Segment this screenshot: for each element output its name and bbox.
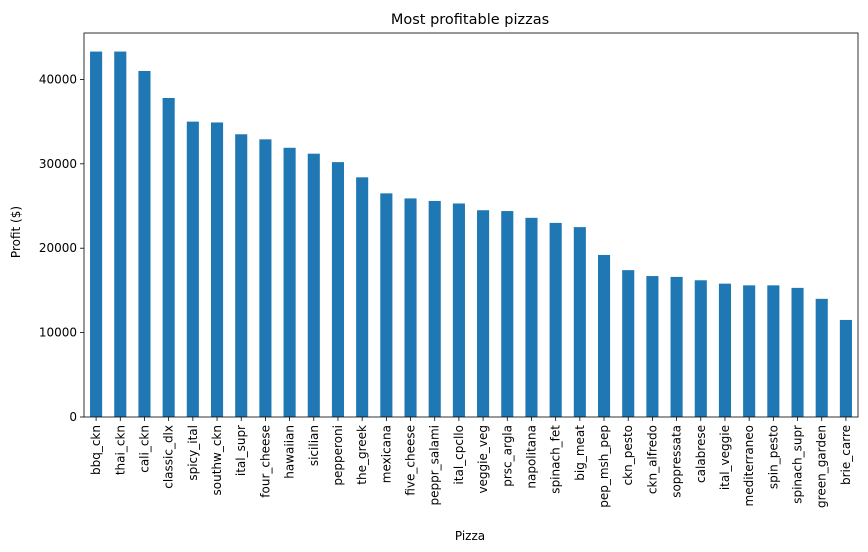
x-tick-label: brie_carre bbox=[839, 425, 853, 485]
x-tick-label: ckn_alfredo bbox=[645, 425, 659, 494]
bar-spin_pesto bbox=[767, 285, 780, 417]
x-tick-label: pep_msh_pep bbox=[597, 425, 611, 508]
x-tick-label: peppr_salami bbox=[428, 425, 442, 505]
bar-mexicana bbox=[380, 193, 393, 417]
bar-ckn_pesto bbox=[622, 270, 635, 417]
x-tick-label: spin_pesto bbox=[766, 425, 780, 489]
bar-brie_carre bbox=[839, 319, 852, 417]
x-axis-label: Pizza bbox=[455, 529, 485, 543]
bar-soppressata bbox=[670, 276, 683, 417]
x-tick-label: mexicana bbox=[379, 425, 393, 483]
y-tick-label: 40000 bbox=[39, 72, 77, 86]
x-tick-label: prsc_argla bbox=[500, 425, 514, 487]
x-tick-label: sicilian bbox=[307, 425, 321, 466]
x-tick-label: napolitana bbox=[524, 425, 538, 489]
bar-classic_dlx bbox=[162, 97, 175, 417]
bar-green_garden bbox=[815, 298, 828, 417]
x-tick-label: calabrese bbox=[694, 425, 708, 483]
x-tick-label: veggie_veg bbox=[476, 425, 490, 494]
bar-pepperoni bbox=[331, 162, 345, 417]
bar-cali_ckn bbox=[138, 70, 151, 417]
x-tick-label: big_meat bbox=[573, 425, 587, 481]
x-tick-label: ital_cpcllo bbox=[452, 425, 466, 485]
bar-five_cheese bbox=[404, 198, 417, 417]
y-tick-label: 30000 bbox=[39, 157, 77, 171]
x-axis: bbq_ckn thai_ckn cali_ckn classic_dlx spicy_… bbox=[89, 417, 853, 508]
bar-thai_ckn bbox=[114, 51, 127, 418]
bar-bbq_ckn bbox=[90, 51, 103, 418]
bar-spinach_fet bbox=[549, 222, 562, 417]
x-tick-label: ckn_pesto bbox=[621, 425, 635, 485]
bar-mediterraneo bbox=[743, 285, 756, 417]
x-tick-label: soppressata bbox=[670, 425, 684, 498]
x-tick-label: cali_ckn bbox=[137, 425, 151, 473]
plot-frame bbox=[83, 32, 859, 418]
x-tick-label: spinach_fet bbox=[549, 425, 563, 494]
x-tick-label: five_cheese bbox=[404, 425, 418, 496]
y-tick-label: 20000 bbox=[39, 241, 77, 255]
bar-spicy_ital bbox=[186, 121, 199, 417]
x-tick-label: spinach_supr bbox=[791, 425, 805, 504]
bar-pep_msh_pep bbox=[597, 254, 611, 417]
bar-prsc_argla bbox=[501, 211, 514, 417]
bars-group bbox=[90, 51, 852, 418]
x-tick-label: thai_ckn bbox=[113, 425, 127, 475]
x-tick-label: ital_veggie bbox=[718, 425, 732, 490]
bar-peppr_salami bbox=[428, 200, 441, 417]
x-tick-label: classic_dlx bbox=[162, 425, 176, 489]
bar-sicilian bbox=[307, 153, 320, 417]
x-tick-label: pepperoni bbox=[331, 425, 345, 486]
bar-ital_cpcllo bbox=[452, 203, 465, 417]
y-axis-label: Profit ($) bbox=[9, 206, 23, 258]
x-tick-label: mediterraneo bbox=[742, 425, 756, 506]
x-tick-label: bbq_ckn bbox=[89, 425, 103, 475]
bar-big_meat bbox=[573, 227, 586, 417]
bar-ckn_alfredo bbox=[646, 276, 659, 417]
bar-calabrese bbox=[694, 280, 707, 417]
bar-four_cheese bbox=[259, 139, 272, 418]
y-tick-label: 0 bbox=[69, 410, 77, 424]
bar-the_greek bbox=[356, 177, 369, 417]
bar-hawaiian bbox=[283, 147, 296, 417]
y-tick-label: 10000 bbox=[39, 326, 77, 340]
x-tick-label: spicy_ital bbox=[186, 425, 200, 481]
x-tick-label: hawaiian bbox=[283, 425, 297, 479]
bar-southw_ckn bbox=[210, 122, 224, 417]
x-tick-label: ital_supr bbox=[234, 425, 248, 476]
bar-spinach_supr bbox=[791, 287, 804, 417]
chart-title: Most profitable pizzas bbox=[391, 12, 549, 28]
bar-napolitana bbox=[525, 217, 538, 417]
bar-ital_veggie bbox=[718, 283, 732, 417]
bar-ital_supr bbox=[235, 134, 248, 417]
x-tick-label: the_greek bbox=[355, 425, 369, 485]
x-tick-label: four_cheese bbox=[258, 425, 272, 498]
y-axis: 0 10000 20000 30000 40000 bbox=[39, 72, 84, 424]
x-tick-label: green_garden bbox=[815, 425, 829, 508]
x-tick-label: southw_ckn bbox=[210, 425, 224, 495]
bar-veggie_veg bbox=[477, 210, 490, 417]
